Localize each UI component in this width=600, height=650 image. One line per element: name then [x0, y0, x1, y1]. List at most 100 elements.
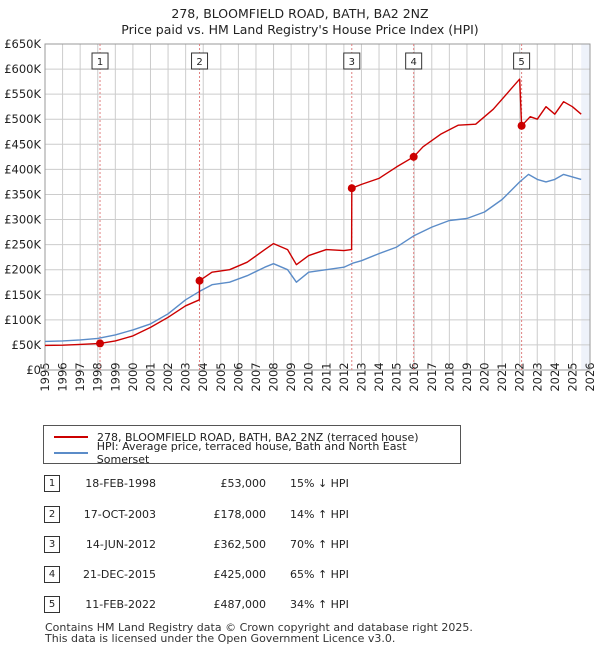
y-tick-label: £0: [26, 363, 41, 377]
x-tick-label: 2009: [284, 362, 298, 391]
transaction-hpi: 65% ↑ HPI: [290, 568, 349, 581]
x-tick-label: 2016: [407, 362, 421, 391]
sale-point: [347, 184, 356, 193]
x-tick-label: 1998: [91, 362, 105, 391]
x-tick-label: 2007: [249, 362, 263, 391]
plot-border: [44, 43, 591, 371]
x-tick-label: 2004: [196, 362, 210, 391]
transaction-price: £487,000: [213, 598, 267, 611]
transaction-row: 4 21-DEC-2015 £425,000 65% ↑ HPI: [0, 566, 600, 586]
transaction-row: 5 11-FEB-2022 £487,000 34% ↑ HPI: [0, 596, 600, 616]
legend-label-hpi: HPI: Average price, terraced house, Bath…: [96, 440, 407, 466]
transaction-hpi: 14% ↑ HPI: [290, 508, 349, 521]
footer-copyright: Contains HM Land Registry data © Crown c…: [45, 621, 473, 634]
transaction-date: 21-DEC-2015: [82, 568, 156, 581]
sale-point: [96, 339, 105, 348]
sale-marker-number: 3: [349, 57, 355, 68]
x-tick-label: 2013: [354, 362, 368, 391]
transaction-hpi: 34% ↑ HPI: [290, 598, 349, 611]
sale-marker-box: [513, 52, 531, 70]
transaction-number: 4: [44, 566, 60, 583]
transaction-price: £362,500: [213, 538, 267, 551]
transaction-number: 1: [44, 475, 60, 492]
x-tick-label: 2014: [372, 362, 386, 391]
transaction-hpi: 15% ↓ HPI: [290, 477, 349, 490]
y-tick-label: £500K: [4, 112, 41, 126]
transaction-row: 3 14-JUN-2012 £362,500 70% ↑ HPI: [0, 536, 600, 556]
x-tick-label: 2001: [143, 362, 157, 391]
footer-licence: This data is licensed under the Open Gov…: [45, 632, 396, 645]
y-tick-label: £550K: [4, 87, 41, 101]
hpi-line: [44, 173, 582, 343]
sale-marker-number: 4: [410, 57, 416, 68]
x-tick-label: 2021: [495, 362, 509, 391]
transaction-row: 2 17-OCT-2003 £178,000 14% ↑ HPI: [0, 506, 600, 526]
chart-subtitle: Price paid vs. HM Land Registry's House …: [121, 22, 479, 37]
sale-marker-number: 5: [518, 57, 524, 68]
y-tick-label: £150K: [4, 288, 41, 302]
x-tick-label: 1997: [73, 362, 87, 391]
legend-swatch-hpi: [54, 452, 88, 454]
x-tick-label: 2006: [231, 362, 245, 391]
x-tick-label: 2003: [179, 362, 193, 391]
transaction-price: £53,000: [220, 477, 267, 490]
y-tick-label: £50K: [12, 338, 42, 352]
legend-item-property: 278, BLOOMFIELD ROAD, BATH, BA2 2NZ (ter…: [54, 430, 419, 444]
y-tick-label: £400K: [4, 162, 41, 176]
sale-marker-number: 1: [97, 57, 103, 68]
transaction-date: 18-FEB-1998: [85, 477, 156, 490]
legend-item-hpi: HPI: Average price, terraced house, Bath…: [54, 440, 460, 466]
x-tick-label: 2018: [442, 362, 456, 391]
x-tick-label: 2019: [460, 362, 474, 391]
x-tick-label: 2020: [478, 362, 492, 391]
sale-point: [195, 276, 204, 285]
y-tick-label: £200K: [4, 263, 41, 277]
y-tick-label: £450K: [4, 137, 41, 151]
y-tick-label: £100K: [4, 313, 41, 327]
transaction-row: 1 18-FEB-1998 £53,000 15% ↓ HPI: [0, 475, 600, 495]
chart-title: 278, BLOOMFIELD ROAD, BATH, BA2 2NZ: [171, 6, 429, 21]
x-tick-label: 2005: [214, 362, 228, 391]
x-tick-label: 2015: [390, 362, 404, 391]
legend-label-property: 278, BLOOMFIELD ROAD, BATH, BA2 2NZ (ter…: [97, 430, 419, 444]
price-chart: £0 £50K £100K £150K £200K £250K £300K £350K £400…: [4, 37, 597, 392]
x-tick-label: 2000: [126, 362, 140, 391]
forecast-shade: [581, 44, 590, 370]
y-tick-label: £250K: [4, 238, 41, 252]
transaction-date: 14-JUN-2012: [85, 538, 156, 551]
sale-marker-box: [405, 52, 423, 70]
sale-point: [409, 152, 418, 161]
footer: Contains HM Land Registry data © Crown c…: [45, 622, 473, 644]
sale-marker-box: [343, 52, 361, 70]
y-tick-label: £600K: [4, 62, 41, 76]
y-tick-label: £650K: [4, 37, 41, 51]
transaction-price: £425,000: [213, 568, 267, 581]
x-tick-label: 2011: [319, 362, 333, 391]
x-tick-label: 2017: [425, 362, 439, 391]
sale-marker-box: [91, 52, 109, 70]
transaction-number: 2: [44, 506, 60, 523]
x-tick-label: 2025: [565, 362, 579, 391]
x-tick-label: 1999: [108, 362, 122, 391]
x-tick-label: 2022: [513, 362, 527, 391]
x-tick-label: 2023: [530, 362, 544, 391]
transaction-date: 17-OCT-2003: [83, 508, 156, 521]
transaction-number: 5: [44, 596, 60, 613]
transaction-hpi: 70% ↑ HPI: [290, 538, 349, 551]
transaction-date: 11-FEB-2022: [85, 598, 156, 611]
transaction-number: 3: [44, 536, 60, 553]
x-tick-label: 2008: [267, 362, 281, 391]
transaction-price: £178,000: [213, 508, 267, 521]
x-tick-label: 2012: [337, 362, 351, 391]
legend-swatch-property: [54, 436, 88, 438]
x-tick-label: 2024: [548, 362, 562, 391]
sale-marker-box: [191, 52, 209, 70]
y-tick-label: £350K: [4, 187, 41, 201]
legend: 278, BLOOMFIELD ROAD, BATH, BA2 2NZ (ter…: [43, 425, 461, 466]
x-tick-label: 2002: [161, 362, 175, 391]
sale-marker-number: 2: [196, 57, 202, 68]
y-tick-label: £300K: [4, 213, 41, 227]
sale-point: [517, 121, 526, 130]
x-tick-label: 2010: [302, 362, 316, 391]
x-tick-label: 1996: [56, 362, 70, 391]
